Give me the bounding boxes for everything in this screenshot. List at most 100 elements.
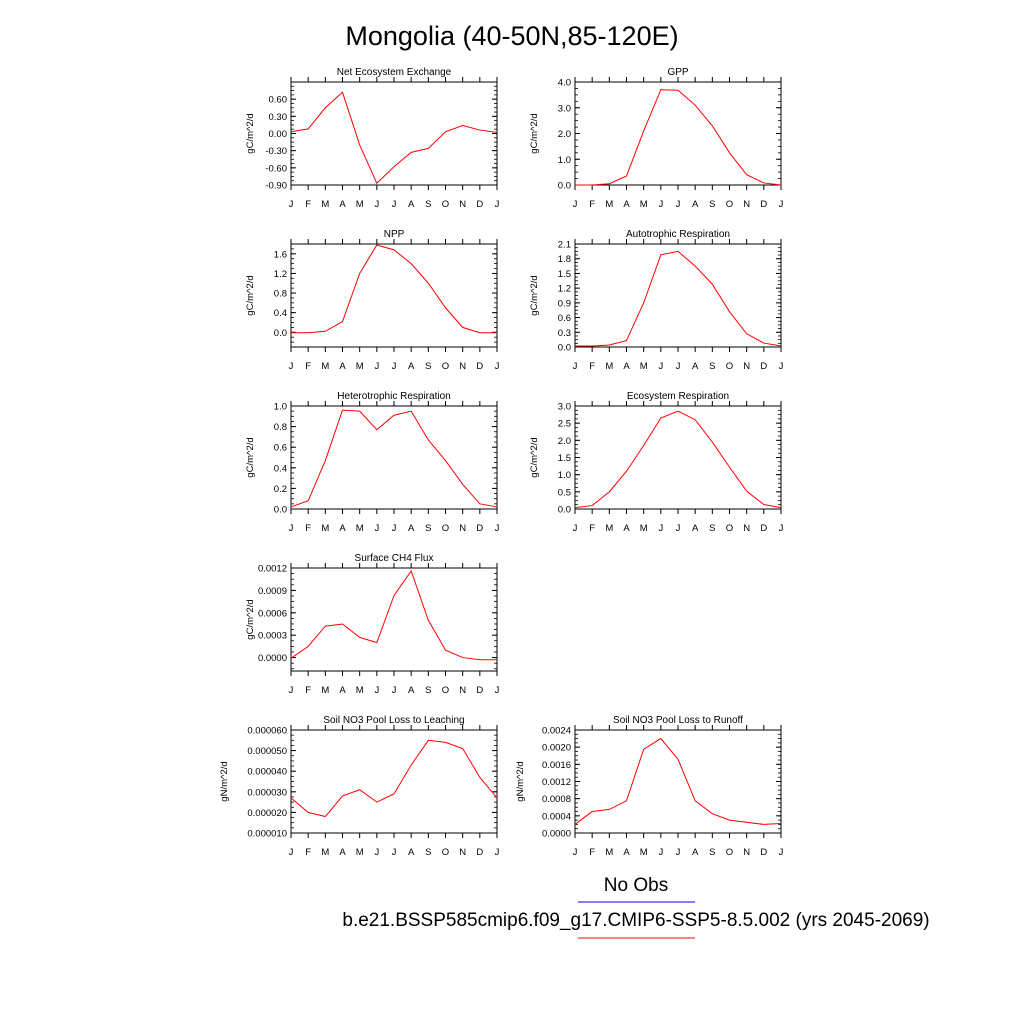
x-tick-label: J — [289, 523, 294, 534]
x-tick-label: A — [623, 847, 630, 858]
y-tick-label: 4.0 — [558, 78, 571, 89]
series-line — [575, 250, 782, 347]
plot-frame — [574, 81, 782, 186]
x-tick-label: J — [495, 685, 500, 696]
y-tick-label: 0.0020 — [542, 743, 571, 754]
y-tick-label: 1.0 — [558, 470, 571, 481]
x-tick-label: M — [640, 361, 648, 372]
x-tick-label: O — [726, 199, 733, 210]
y-tick-label: 0.0 — [274, 505, 287, 516]
y-axis-label: gN/m^2/d — [515, 761, 526, 801]
x-tick-label: J — [374, 361, 379, 372]
x-tick-label: J — [573, 199, 578, 210]
y-tick-label: 0.0004 — [542, 811, 571, 822]
x-tick-label: J — [289, 199, 294, 210]
y-axis-label: gC/m^2/d — [529, 275, 540, 315]
y-tick-label: 2.1 — [558, 240, 571, 251]
x-tick-label: F — [305, 199, 311, 210]
x-tick-label: F — [305, 361, 311, 372]
x-tick-label: A — [623, 199, 630, 210]
y-tick-label: 0.0000 — [542, 829, 571, 840]
plot-frame — [290, 567, 498, 672]
y-tick-label: 0.0 — [558, 343, 571, 354]
y-tick-label: 2.0 — [558, 129, 571, 140]
y-tick-label: -0.60 — [265, 163, 287, 174]
y-tick-label: 0.00 — [269, 129, 288, 140]
x-tick-label: S — [425, 199, 431, 210]
x-tick-label: M — [321, 847, 329, 858]
y-tick-label: 3.0 — [558, 103, 571, 114]
x-tick-label: O — [442, 199, 449, 210]
x-tick-label: J — [289, 685, 294, 696]
x-tick-label: F — [589, 847, 595, 858]
y-axis-label: gC/m^2/d — [245, 437, 256, 477]
chart-title: GPP — [667, 67, 688, 78]
chart-panel: Soil NO3 Pool Loss to Leaching 0.000010 0.… — [219, 715, 500, 858]
x-tick-label: J — [779, 361, 784, 372]
page-title: Mongolia (40-50N,85-120E) — [345, 21, 678, 51]
x-tick-label: A — [408, 847, 415, 858]
x-tick-label: A — [339, 685, 346, 696]
y-tick-label: 0.3 — [558, 328, 571, 339]
chart-title: NPP — [384, 229, 405, 240]
x-tick-label: F — [305, 847, 311, 858]
y-tick-label: 0.0 — [274, 328, 287, 339]
y-tick-label: 0.6 — [558, 313, 571, 324]
x-tick-label: D — [476, 199, 483, 210]
y-axis-label: gC/m^2/d — [529, 113, 540, 153]
y-tick-label: 0.0006 — [258, 608, 287, 619]
y-tick-label: 0.0016 — [542, 760, 571, 771]
y-tick-label: 0.0003 — [258, 631, 287, 642]
x-tick-label: A — [623, 523, 630, 534]
x-tick-label: O — [442, 361, 449, 372]
x-tick-label: M — [640, 523, 648, 534]
y-tick-label: 0.0024 — [542, 726, 571, 737]
x-tick-label: D — [760, 847, 767, 858]
x-tick-label: M — [356, 847, 364, 858]
y-tick-label: 0.8 — [274, 289, 287, 300]
series-line — [574, 410, 782, 509]
x-tick-label: A — [408, 523, 415, 534]
x-tick-label: S — [425, 361, 431, 372]
x-tick-label: A — [408, 361, 415, 372]
x-tick-label: J — [658, 199, 663, 210]
x-tick-label: J — [392, 361, 397, 372]
x-tick-label: A — [339, 361, 346, 372]
x-tick-label: M — [321, 685, 329, 696]
x-tick-label: J — [573, 847, 578, 858]
x-tick-label: S — [425, 847, 431, 858]
x-tick-label: A — [339, 523, 346, 534]
x-tick-label: N — [459, 685, 466, 696]
y-tick-label: 0.0012 — [542, 777, 571, 788]
x-tick-label: D — [760, 199, 767, 210]
y-axis-label: gN/m^2/d — [219, 761, 230, 801]
y-tick-label: 0.6 — [274, 443, 287, 454]
chart-title: Heterotrophic Respiration — [337, 391, 450, 402]
y-tick-label: 1.2 — [558, 284, 571, 295]
y-tick-label: 1.6 — [274, 249, 287, 260]
y-axis-label: gC/m^2/d — [245, 599, 256, 639]
series-line — [290, 409, 498, 508]
x-tick-label: D — [760, 361, 767, 372]
chart-title: Autotrophic Respiration — [626, 229, 730, 240]
x-tick-label: S — [425, 685, 431, 696]
x-tick-label: J — [676, 847, 681, 858]
y-tick-label: 0.8 — [274, 422, 287, 433]
chart-title: Surface CH4 Flux — [355, 553, 434, 564]
x-tick-label: N — [743, 523, 750, 534]
y-tick-label: 0.4 — [274, 308, 287, 319]
x-tick-label: F — [589, 523, 595, 534]
x-tick-label: J — [495, 847, 500, 858]
x-tick-label: J — [676, 361, 681, 372]
x-tick-label: J — [495, 361, 500, 372]
x-tick-label: S — [709, 847, 715, 858]
x-tick-label: M — [605, 523, 613, 534]
y-tick-label: 0.5 — [558, 487, 571, 498]
x-tick-label: J — [658, 523, 663, 534]
y-tick-label: 0.0012 — [258, 564, 287, 575]
plot-frame — [290, 81, 498, 186]
y-tick-label: 0.2 — [274, 484, 287, 495]
chart-panel: Heterotrophic Respiration 0.0 0.2 0.4 0.6 0.8… — [245, 391, 500, 534]
series-line — [575, 89, 782, 186]
